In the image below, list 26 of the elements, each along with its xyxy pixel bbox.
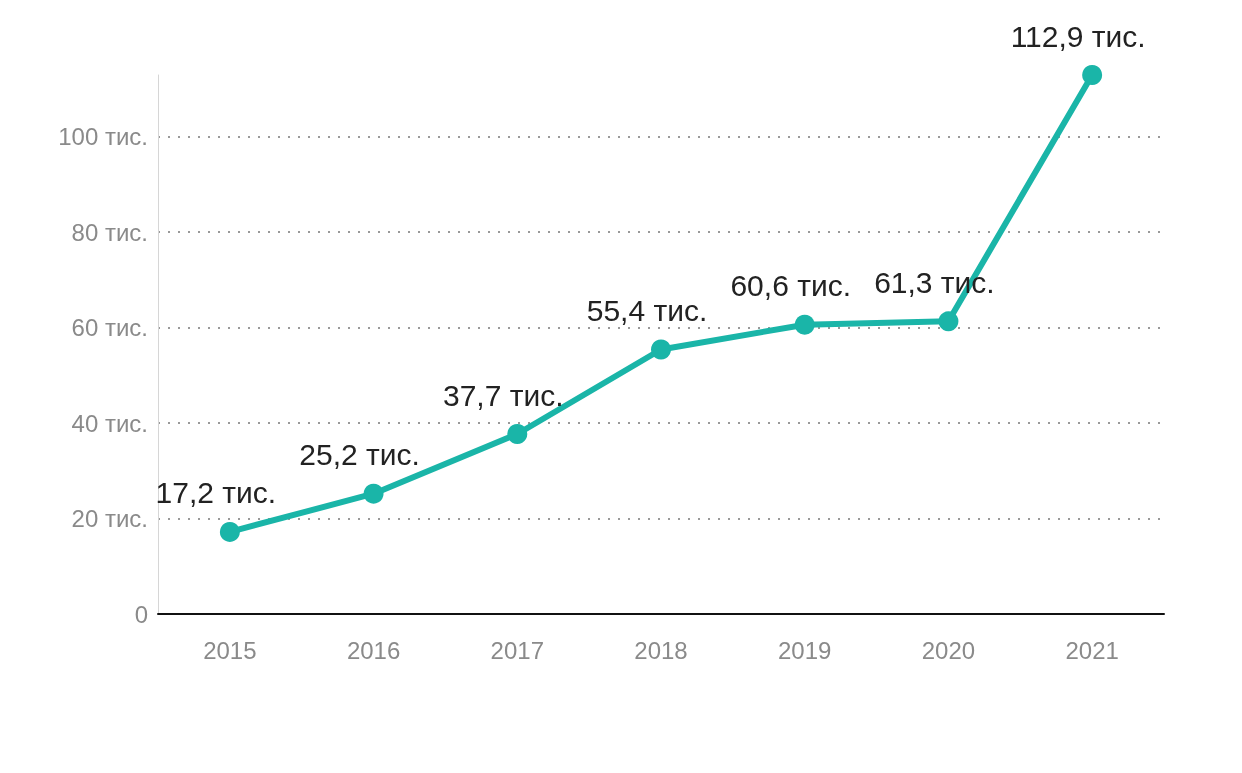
- x-tick-label: 2016: [346, 636, 401, 664]
- x-tick-label: 2015: [203, 636, 257, 664]
- data-label: 37,7 тис.: [443, 378, 564, 412]
- point: [938, 311, 959, 332]
- point: [507, 424, 528, 445]
- x-tick-label: 2018: [634, 636, 688, 664]
- point: [794, 314, 815, 335]
- y-tick-label: 100 тис.: [58, 123, 148, 151]
- y-tick-label: 0: [134, 600, 148, 628]
- data-label: 17,2 тис.: [155, 476, 277, 510]
- x-tick-label: 2019: [778, 636, 832, 664]
- y-tick-label: 40 тис.: [71, 409, 148, 437]
- data-label: 25,2 тис.: [299, 438, 420, 472]
- data-label: 112,9 тис.: [1010, 19, 1146, 53]
- x-tick-label: 2021: [1065, 636, 1119, 664]
- y-tick-label: 20 тис.: [71, 505, 148, 533]
- point: [1082, 65, 1103, 85]
- x-tick-label: 2017: [490, 636, 544, 664]
- data-label: 60,6 тис.: [730, 269, 851, 303]
- y-tick-label: 60 тис.: [71, 314, 148, 342]
- point: [363, 483, 384, 504]
- point: [219, 521, 240, 542]
- x-tick-label: 2020: [921, 636, 976, 664]
- y-tick-label: 80 тис.: [71, 218, 148, 246]
- data-label: 55,4 тис.: [586, 294, 708, 328]
- point: [651, 339, 671, 360]
